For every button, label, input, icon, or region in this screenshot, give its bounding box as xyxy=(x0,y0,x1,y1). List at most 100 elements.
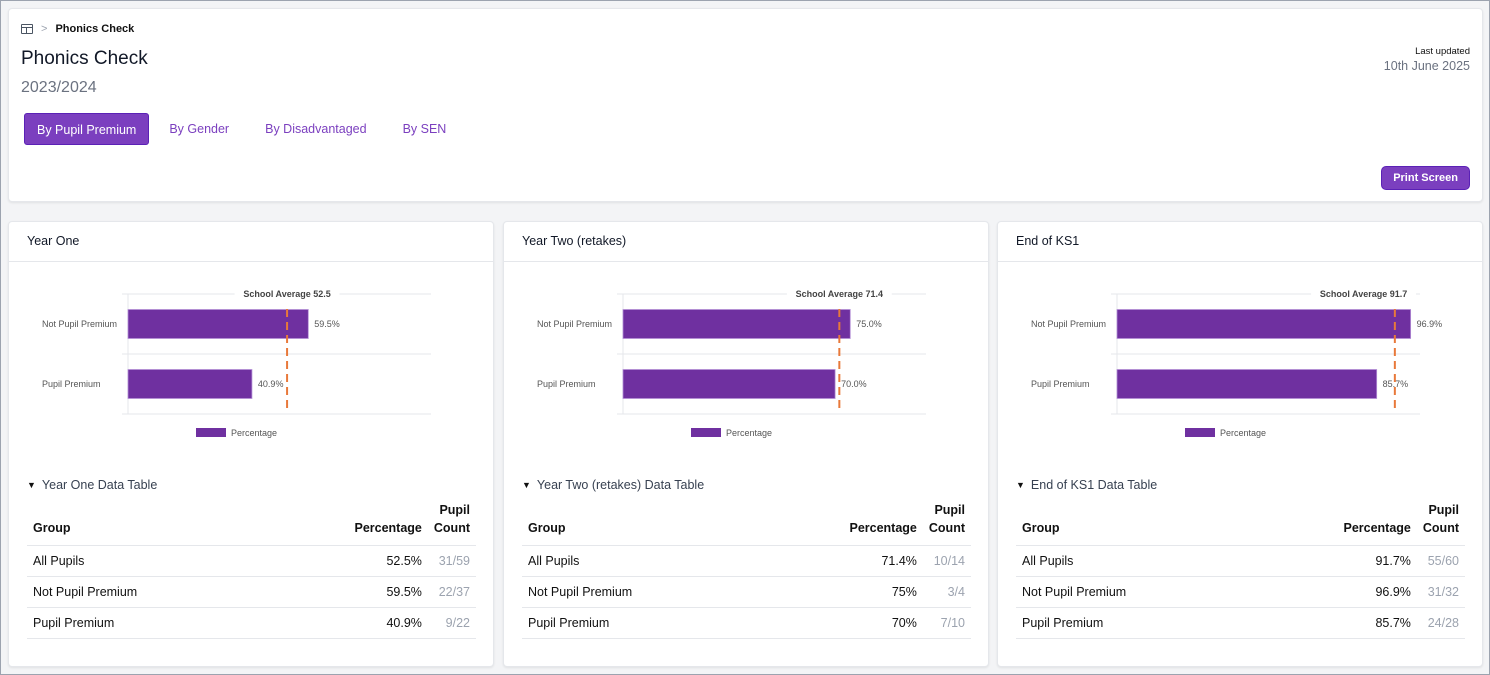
header-pupil-count: Pupil Count xyxy=(923,501,971,546)
school-average-label-bg xyxy=(786,288,892,299)
cell-percentage: 70% xyxy=(760,607,923,639)
table-row: All Pupils 71.4% 10/14 xyxy=(522,545,971,577)
category-label: Pupil Premium xyxy=(537,379,596,389)
legend-swatch xyxy=(691,428,721,437)
table-row: Pupil Premium 70% 7/10 xyxy=(522,607,971,639)
school-average-label: School Average 71.4 xyxy=(796,289,883,299)
header-pupil-count-line1: Pupil xyxy=(934,503,965,517)
cell-count: 31/32 xyxy=(1416,576,1465,608)
bar-value-label: 70.0% xyxy=(841,379,867,389)
cell-count: 55/60 xyxy=(1416,545,1465,577)
school-average-label: School Average 91.7 xyxy=(1320,289,1407,299)
cell-count: 10/14 xyxy=(922,545,971,577)
cell-count: 9/22 xyxy=(427,607,476,639)
cell-count: 22/37 xyxy=(427,576,476,608)
category-label: Pupil Premium xyxy=(42,379,101,389)
cell-group: All Pupils xyxy=(522,545,761,577)
bar xyxy=(622,309,851,339)
chart-year-two-retakes: Not Pupil Premium 75.0% Pupil Premium 70.0%… xyxy=(537,288,926,438)
cell-group: Not Pupil Premium xyxy=(1016,576,1255,608)
cell-percentage: 85.7% xyxy=(1254,607,1417,639)
cell-percentage: 96.9% xyxy=(1254,576,1417,608)
bar-value-label: 96.9% xyxy=(1417,319,1443,329)
table-icon[interactable] xyxy=(21,24,33,34)
data-table-toggle[interactable]: ▼ Year Two (retakes) Data Table xyxy=(522,478,972,492)
data-table-title: Year One Data Table xyxy=(41,478,158,492)
data-table: Group Percentage Pupil Count All Pupils 71… xyxy=(522,501,971,639)
header-pupil-count-line2: Count xyxy=(433,521,470,535)
header-percentage: Percentage xyxy=(849,521,917,535)
print-screen-button[interactable]: Print Screen xyxy=(1381,166,1470,190)
breadcrumb: > Phonics Check xyxy=(21,23,134,35)
tab-by-gender[interactable]: By Gender xyxy=(169,122,230,136)
bar-value-label: 85.7% xyxy=(1383,379,1409,389)
panel-title: Year Two (retakes) xyxy=(504,222,988,262)
last-updated-label: Last updated xyxy=(1415,46,1470,57)
school-average-label-bg xyxy=(234,288,340,299)
category-label: Not Pupil Premium xyxy=(1031,319,1106,329)
chevron-right-icon: > xyxy=(41,23,48,35)
school-average-label: School Average 52.5 xyxy=(243,289,330,299)
last-updated-date: 10th June 2025 xyxy=(1383,59,1470,73)
table-row: Not Pupil Premium 59.5% 22/37 xyxy=(27,576,476,608)
legend-label: Percentage xyxy=(231,428,277,438)
cell-count: 31/59 xyxy=(427,545,476,577)
data-table-toggle[interactable]: ▼ Year One Data Table xyxy=(27,478,477,492)
bar xyxy=(127,369,253,399)
category-label: Pupil Premium xyxy=(1031,379,1090,389)
bar-value-label: 75.0% xyxy=(856,319,882,329)
header-percentage: Percentage xyxy=(1343,521,1411,535)
header-pupil-count-line1: Pupil xyxy=(1428,503,1459,517)
data-table: Group Percentage Pupil Count All Pupils 52… xyxy=(27,501,476,639)
cell-percentage: 71.4% xyxy=(760,545,923,577)
caret-down-icon: ▼ xyxy=(27,480,36,490)
legend-swatch xyxy=(1185,428,1215,437)
chart-year-one: Not Pupil Premium 59.5% Pupil Premium 40.9%… xyxy=(42,288,431,438)
header-pupil-count-line2: Count xyxy=(1422,521,1459,535)
cell-group: Not Pupil Premium xyxy=(27,576,266,608)
tab-by-disadvantaged[interactable]: By Disadvantaged xyxy=(265,122,367,136)
header-group: Group xyxy=(1022,521,1060,535)
tab-bar: By Pupil Premium By Gender By Disadvanta… xyxy=(24,113,466,145)
chart-end-of-ks1: Not Pupil Premium 96.9% Pupil Premium 85.7%… xyxy=(1031,288,1443,438)
panel-end-of-ks1: End of KS1 Not Pupil Premium 96.9% Pupil P… xyxy=(997,221,1483,667)
header-pupil-count-line1: Pupil xyxy=(439,503,470,517)
table-row: Pupil Premium 40.9% 9/22 xyxy=(27,607,476,639)
bar xyxy=(1116,369,1378,399)
school-average-label-bg xyxy=(1311,288,1416,299)
bar xyxy=(1116,309,1412,339)
tab-by-pupil-premium[interactable]: By Pupil Premium xyxy=(24,113,150,145)
table-row: Not Pupil Premium 75% 3/4 xyxy=(522,576,971,608)
panel-year-one: Year One Not Pupil Premium 59.5% Pupil Pre… xyxy=(8,221,494,667)
caret-down-icon: ▼ xyxy=(1016,480,1025,490)
cell-percentage: 40.9% xyxy=(265,607,428,639)
cell-percentage: 91.7% xyxy=(1254,545,1417,577)
data-table-section: ▼ Year One Data Table Group Percentage P… xyxy=(27,478,477,639)
panel-title: Year One xyxy=(9,222,493,262)
header-percentage: Percentage xyxy=(354,521,422,535)
category-label: Not Pupil Premium xyxy=(537,319,612,329)
cell-count: 7/10 xyxy=(922,607,971,639)
table-row: All Pupils 52.5% 31/59 xyxy=(27,545,476,577)
cell-count: 3/4 xyxy=(922,576,971,608)
header-group: Group xyxy=(528,521,566,535)
data-table-toggle[interactable]: ▼ End of KS1 Data Table xyxy=(1016,478,1466,492)
breadcrumb-current: Phonics Check xyxy=(55,23,135,35)
header-pupil-count: Pupil Count xyxy=(1417,501,1465,546)
legend-label: Percentage xyxy=(1220,428,1266,438)
bar-value-label: 59.5% xyxy=(314,319,340,329)
cell-group: All Pupils xyxy=(27,545,266,577)
data-table: Group Percentage Pupil Count All Pupils 91… xyxy=(1016,501,1465,639)
cell-percentage: 52.5% xyxy=(265,545,428,577)
cell-group: Pupil Premium xyxy=(1016,607,1255,639)
cell-percentage: 59.5% xyxy=(265,576,428,608)
bar xyxy=(622,369,836,399)
data-table-title: End of KS1 Data Table xyxy=(1030,478,1158,492)
page-title: Phonics Check xyxy=(21,48,148,69)
data-table-section: ▼ End of KS1 Data Table Group Percentage… xyxy=(1016,478,1466,639)
tab-by-sen[interactable]: By SEN xyxy=(402,122,447,136)
last-updated: Last updated 10th June 2025 xyxy=(1384,46,1470,73)
header-group: Group xyxy=(33,521,71,535)
panel-title: End of KS1 xyxy=(998,222,1482,262)
table-row: Not Pupil Premium 96.9% 31/32 xyxy=(1016,576,1465,608)
